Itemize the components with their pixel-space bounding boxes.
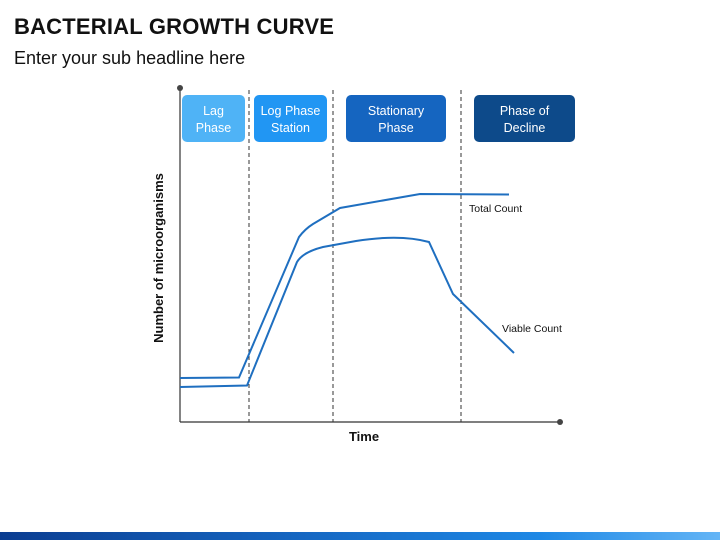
x-axis-endpoint <box>557 419 563 425</box>
phase-box-line-2: Phase <box>378 121 413 135</box>
y-axis-label: Number of microorganisms <box>151 173 166 343</box>
phase-box-decline: Phase of Decline <box>474 95 575 142</box>
phase-box-stationary: Stationary Phase <box>346 95 446 142</box>
phase-box-log: Log Phase Station <box>254 95 327 142</box>
total-count-label: Total Count <box>469 203 522 215</box>
phase-box-line-2: Phase <box>196 121 231 135</box>
footer-accent-bar <box>0 532 720 540</box>
viable-count-label: Viable Count <box>502 323 562 335</box>
phase-box-line-1: Log Phase <box>261 104 321 118</box>
viable-count-curve <box>179 236 515 388</box>
phase-dividers <box>248 90 462 422</box>
phase-box-line-1: Stationary <box>368 104 425 118</box>
x-axis-label: Time <box>349 429 379 444</box>
y-axis-endpoint <box>177 85 183 91</box>
phase-box-line-1: Phase of <box>500 104 550 118</box>
phase-box-lag: Lag Phase <box>182 95 245 142</box>
phase-box-line-2: Decline <box>504 121 546 135</box>
phase-box-line-2: Station <box>271 121 310 135</box>
axes <box>177 85 563 425</box>
page-title: BACTERIAL GROWTH CURVE <box>14 14 335 39</box>
total-count-curve <box>179 192 510 379</box>
phase-box-line-1: Lag <box>203 104 224 118</box>
page-subtitle: Enter your sub headline here <box>14 48 246 68</box>
